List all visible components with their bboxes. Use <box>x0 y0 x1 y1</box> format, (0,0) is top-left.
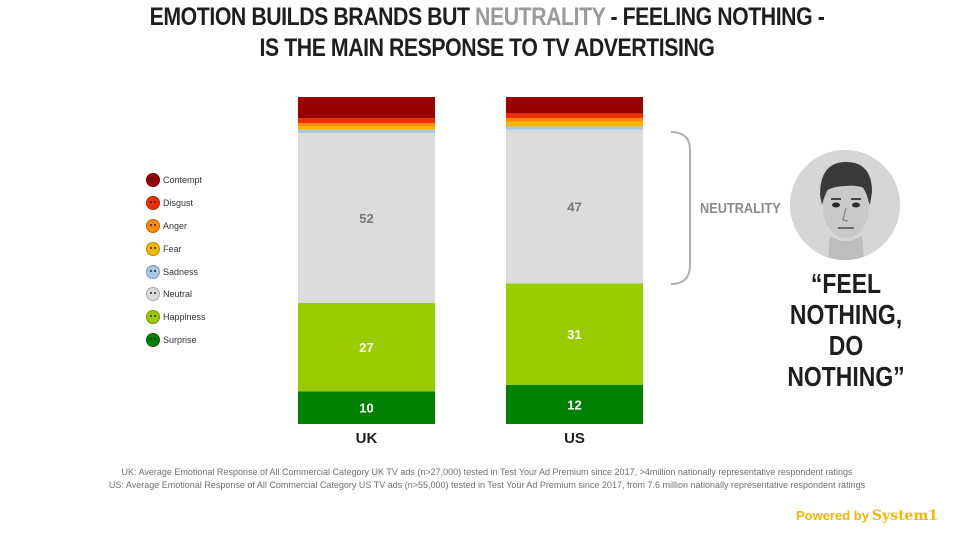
legend-item-neutral: Neutral <box>146 283 206 306</box>
footnote-uk: UK: Average Emotional Response of All Co… <box>121 467 853 477</box>
legend-label-surprise: Surprise <box>163 334 197 345</box>
happiness-face-icon <box>146 310 160 325</box>
portrait-face-icon <box>790 150 900 260</box>
quote: “FEEL NOTHING, DO NOTHING” <box>772 268 920 392</box>
bar-us-happiness <box>506 283 643 385</box>
powered-by-prefix: Powered by <box>795 508 869 523</box>
footnote-us: US: Average Emotional Response of All Co… <box>108 480 866 490</box>
legend-label-sadness: Sadness <box>163 266 199 277</box>
title-line-1: EMOTION BUILDS BRANDS BUT NEUTRALITY - F… <box>73 2 901 32</box>
portrait-image <box>790 150 900 260</box>
contempt-face-icon <box>146 173 160 188</box>
bar-us-anger <box>506 118 643 122</box>
powered-by: Powered by System1 <box>796 508 938 524</box>
category-label-us: US <box>564 430 585 447</box>
legend-item-disgust: Disgust <box>146 192 206 215</box>
powered-by-brand: System1 <box>871 508 938 524</box>
legend-item-anger: Anger <box>146 215 206 238</box>
data-label-uk-neutral: 52 <box>359 211 373 226</box>
legend-item-sadness: Sadness <box>146 260 206 283</box>
surprise-face-icon <box>146 332 160 347</box>
legend-label-anger: Anger <box>163 220 188 231</box>
legend-label-neutral: Neutral <box>163 289 193 300</box>
legend-item-fear: Fear <box>146 237 206 260</box>
bar-us-surprise <box>506 384 643 424</box>
disgust-face-icon <box>146 196 160 211</box>
neutrality-bracket <box>670 131 691 285</box>
bar-uk-anger <box>298 123 435 127</box>
data-label-us-happiness: 31 <box>567 327 581 342</box>
sadness-face-icon <box>146 264 160 279</box>
data-label-uk-happiness: 27 <box>359 340 373 355</box>
quote-line-2: DO NOTHING” <box>787 330 905 392</box>
bar-us-sadness <box>506 126 643 130</box>
title-line-2: IS THE MAIN RESPONSE TO TV ADVERTISING <box>259 34 715 62</box>
quote-line-1: “FEEL NOTHING, <box>789 268 903 330</box>
data-label-us-neutral: 47 <box>567 200 581 215</box>
legend-label-contempt: Contempt <box>163 175 203 186</box>
bar-uk-happiness <box>298 303 435 392</box>
anger-face-icon <box>146 218 160 233</box>
legend-label-happiness: Happiness <box>163 312 206 323</box>
bar-us-contempt <box>506 97 643 114</box>
legend-item-happiness: Happiness <box>146 306 206 329</box>
neutrality-label: NEUTRALITY <box>700 200 781 217</box>
legend-label-fear: Fear <box>163 243 182 254</box>
data-label-us-surprise: 12 <box>567 397 581 412</box>
legend-item-surprise: Surprise <box>146 329 206 352</box>
neutral-face-icon <box>146 287 160 302</box>
data-label-uk-surprise: 10 <box>359 401 373 416</box>
bar-uk-contempt <box>298 97 435 119</box>
category-label-uk: UK <box>356 430 378 447</box>
bar-uk-surprise <box>298 391 435 424</box>
title-line-1-start: EMOTION BUILDS BRANDS BUT <box>149 3 476 31</box>
bar-uk-disgust <box>298 118 435 124</box>
fear-face-icon <box>146 241 160 256</box>
chart-legend: Contempt Disgust Anger Fear Sadness Neutral Ha… <box>146 169 206 351</box>
bar-us-disgust <box>506 113 643 119</box>
bar-us-neutral <box>506 129 643 284</box>
bar-uk-neutral <box>298 132 435 304</box>
legend-item-contempt: Contempt <box>146 169 206 192</box>
title-line-1-end: - FEELING NOTHING - <box>605 3 825 31</box>
bar-uk-fear <box>298 126 435 130</box>
bar-uk-sadness <box>298 129 435 133</box>
bar-us-fear <box>506 121 643 127</box>
legend-label-disgust: Disgust <box>163 198 194 209</box>
title-highlight: NEUTRALITY <box>475 3 606 31</box>
